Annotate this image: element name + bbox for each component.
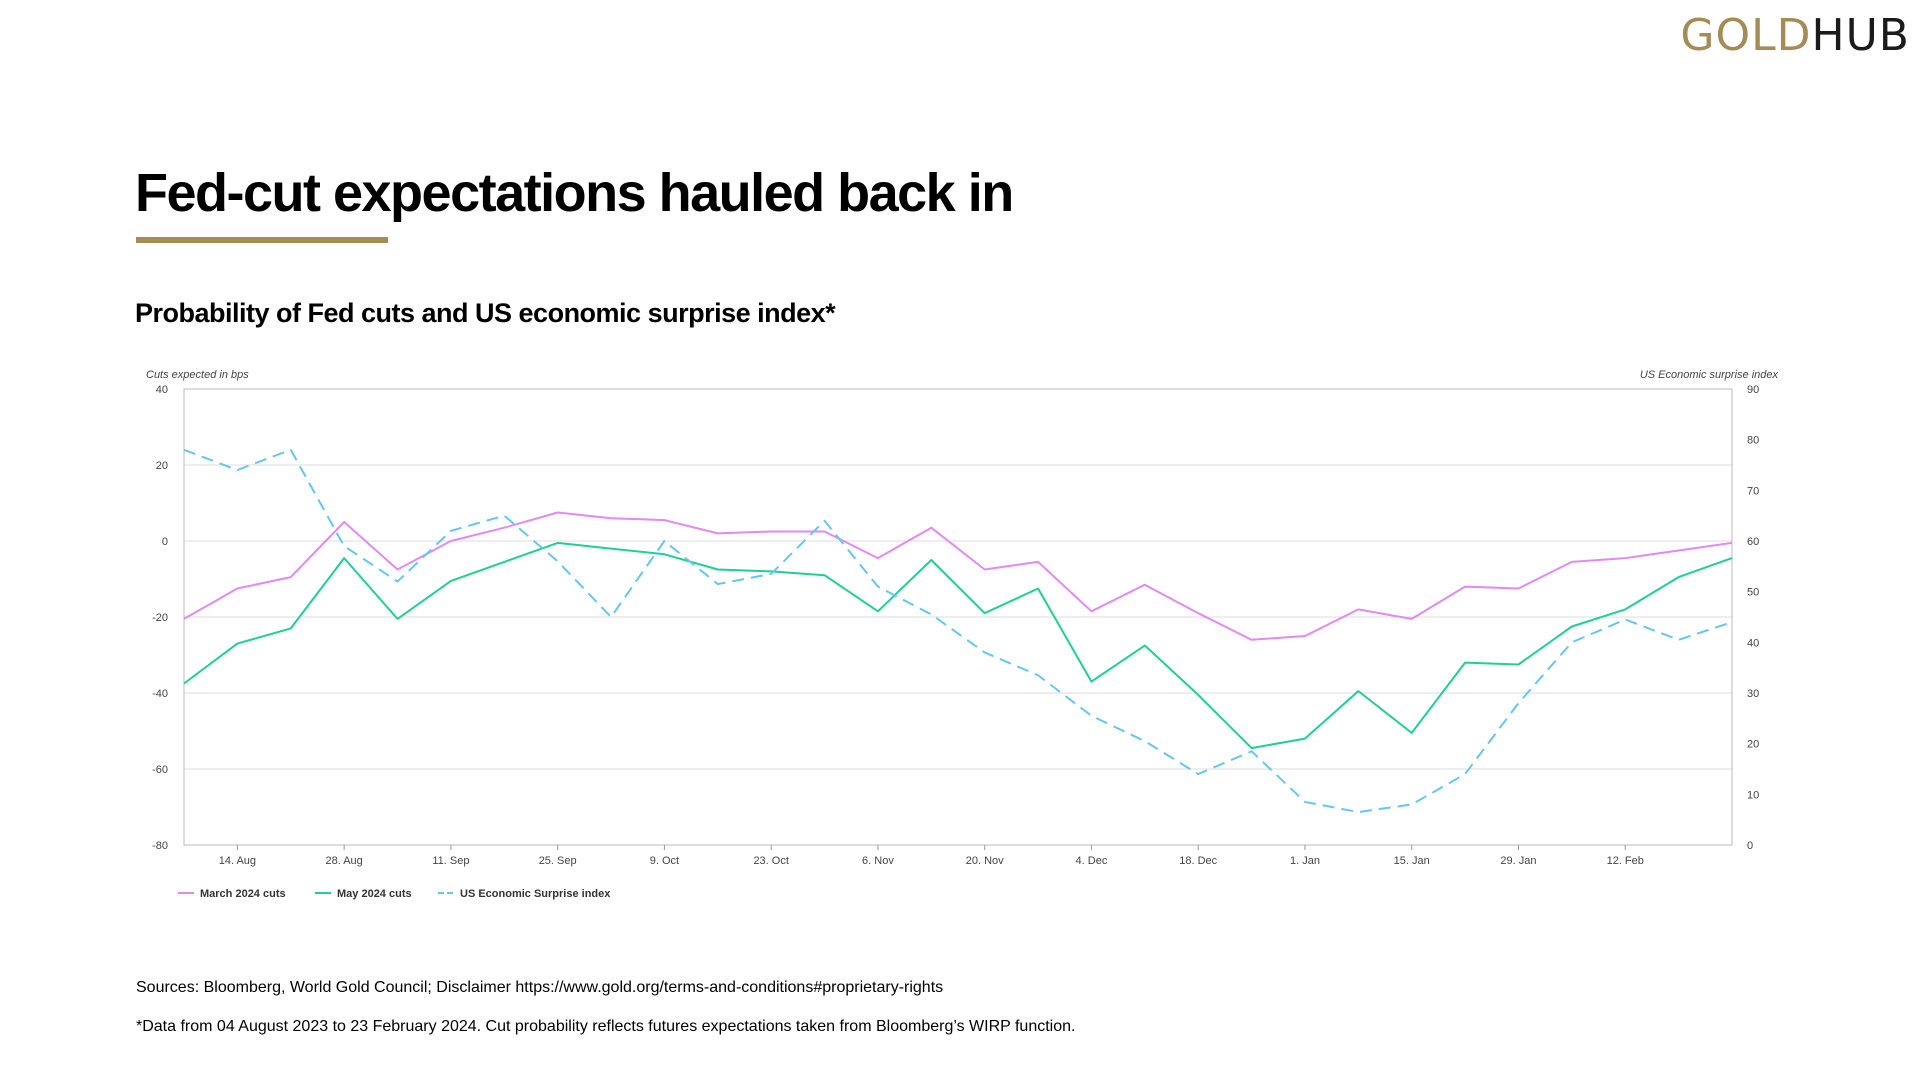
left-tick-label: -40: [152, 688, 168, 700]
x-tick-label: 14. Aug: [219, 855, 256, 867]
series-lines: [183, 448, 1733, 814]
right-tick-label: 0: [1747, 840, 1753, 852]
x-tick-label: 12. Feb: [1607, 855, 1644, 867]
x-tick-label: 29. Jan: [1500, 855, 1536, 867]
x-tick-label: 23. Oct: [753, 855, 788, 867]
left-axis-label: Cuts expected in bps: [146, 369, 249, 381]
sources-note: Sources: Bloomberg, World Gold Council; …: [136, 979, 944, 996]
left-tick-label: -80: [152, 840, 168, 852]
right-tick-label: 90: [1747, 384, 1759, 396]
data-footnote: *Data from 04 August 2023 to 23 February…: [136, 1018, 1076, 1035]
x-tick-label: 15. Jan: [1394, 855, 1430, 867]
x-tick-label: 25. Sep: [539, 855, 577, 867]
series-line-2: [183, 541, 1733, 750]
x-tick-label: 11. Sep: [432, 855, 469, 867]
logo-hub: HUB: [1811, 10, 1910, 61]
x-tick-label: 9. Oct: [650, 855, 679, 867]
x-tick-label: 1. Jan: [1290, 855, 1320, 867]
left-tick-label: 0: [162, 536, 168, 548]
plot-area: [183, 388, 1733, 846]
x-tick-label: 4. Dec: [1076, 855, 1108, 867]
logo-gold: GOLD: [1680, 10, 1812, 61]
right-tick-label: 10: [1747, 789, 1759, 801]
right-axis-label: US Economic surprise index: [1640, 369, 1779, 381]
page-title: Fed-cut expectations hauled back in: [135, 163, 1014, 223]
gridlines: [184, 464, 1732, 770]
legend-label-3: US Economic Surprise index: [460, 888, 611, 900]
right-tick-label: 70: [1747, 485, 1759, 497]
x-tick-label: 20. Nov: [966, 855, 1004, 867]
x-tick-label: 6. Nov: [862, 855, 894, 867]
series-line-1: [183, 511, 1733, 641]
right-tick-label: 60: [1747, 536, 1759, 548]
right-tick-label: 80: [1747, 435, 1759, 447]
series-line-3: [183, 448, 1733, 814]
goldhub-logo[interactable]: GOLDHUB: [1680, 10, 1910, 62]
x-tick-label: 28. Aug: [325, 855, 362, 867]
right-tick-label: 50: [1747, 587, 1759, 599]
right-tick-label: 40: [1747, 637, 1759, 649]
left-tick-label: 40: [156, 384, 168, 396]
left-tick-label: -20: [152, 612, 168, 624]
axes: Cuts expected in bps US Economic surpris…: [146, 369, 1778, 867]
title-underline: [136, 237, 388, 243]
right-tick-label: 20: [1747, 739, 1759, 751]
chart-subtitle: Probability of Fed cuts and US economic …: [135, 298, 836, 328]
legend: March 2024 cuts May 2024 cuts US Economic …: [178, 888, 611, 900]
x-tick-label: 18. Dec: [1179, 855, 1217, 867]
left-tick-label: -60: [152, 764, 168, 776]
legend-label-1: March 2024 cuts: [200, 888, 286, 900]
left-tick-label: 20: [156, 460, 168, 472]
right-tick-label: 30: [1747, 688, 1759, 700]
legend-label-2: May 2024 cuts: [337, 888, 412, 900]
